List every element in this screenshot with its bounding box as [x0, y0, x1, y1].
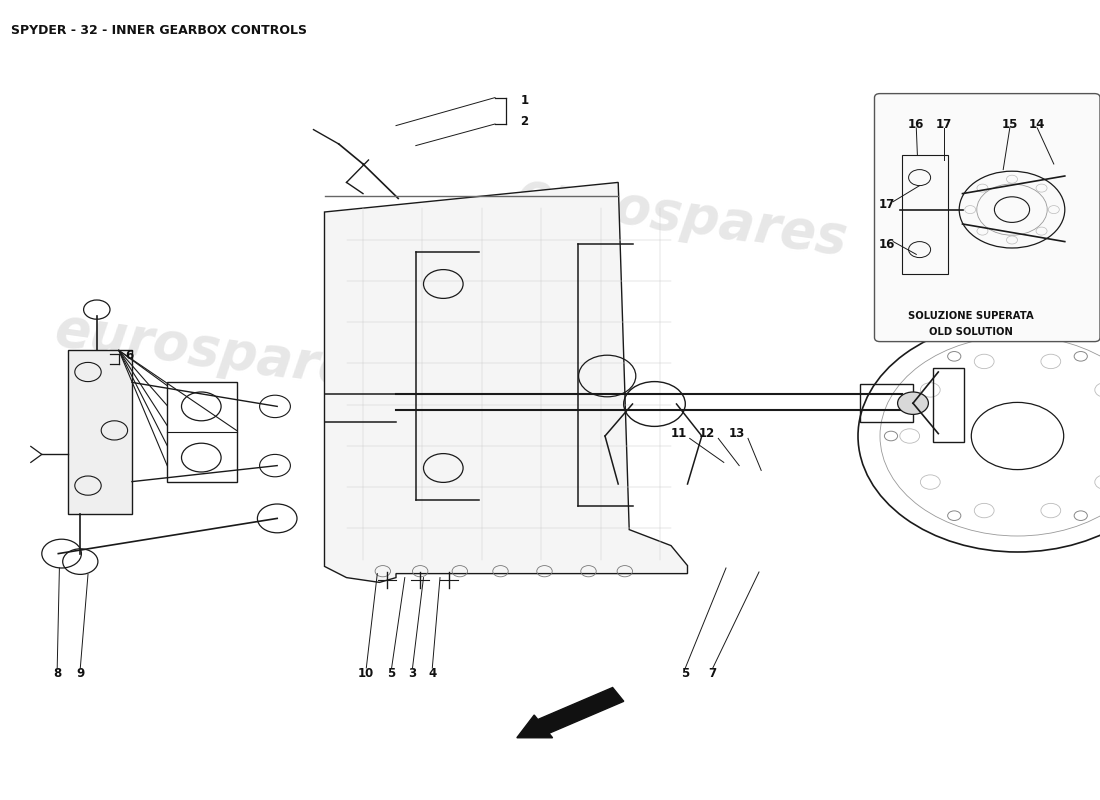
- Bar: [167, 382, 236, 482]
- Text: 2: 2: [520, 115, 528, 128]
- Text: 16: 16: [879, 238, 894, 250]
- FancyBboxPatch shape: [874, 94, 1100, 342]
- Bar: [933, 368, 964, 442]
- Text: SOLUZIONE SUPERATA: SOLUZIONE SUPERATA: [909, 311, 1034, 321]
- Text: 15: 15: [1002, 118, 1018, 130]
- Text: eurospares: eurospares: [514, 167, 850, 265]
- Text: 6: 6: [125, 350, 134, 362]
- Text: 16: 16: [909, 118, 924, 130]
- Bar: [68, 350, 132, 514]
- Polygon shape: [324, 182, 688, 582]
- Text: 5: 5: [387, 667, 396, 680]
- Text: 14: 14: [1030, 118, 1045, 130]
- Text: 11: 11: [671, 427, 686, 440]
- Text: 12: 12: [700, 427, 715, 440]
- Text: 4: 4: [428, 667, 437, 680]
- Text: 17: 17: [936, 118, 952, 130]
- Bar: [860, 384, 913, 422]
- Text: 5: 5: [681, 667, 690, 680]
- Text: SPYDER - 32 - INNER GEARBOX CONTROLS: SPYDER - 32 - INNER GEARBOX CONTROLS: [11, 24, 307, 37]
- Circle shape: [898, 392, 928, 414]
- Text: 10: 10: [359, 667, 374, 680]
- Text: 7: 7: [708, 667, 717, 680]
- Text: 8: 8: [53, 667, 62, 680]
- Bar: [902, 155, 948, 274]
- Text: eurospares: eurospares: [52, 303, 388, 401]
- FancyArrow shape: [517, 687, 624, 738]
- Text: 13: 13: [729, 427, 745, 440]
- Text: OLD SOLUTION: OLD SOLUTION: [930, 327, 1013, 337]
- Text: 17: 17: [879, 198, 894, 210]
- Text: 3: 3: [408, 667, 417, 680]
- Text: 9: 9: [76, 667, 85, 680]
- Text: 1: 1: [520, 94, 528, 106]
